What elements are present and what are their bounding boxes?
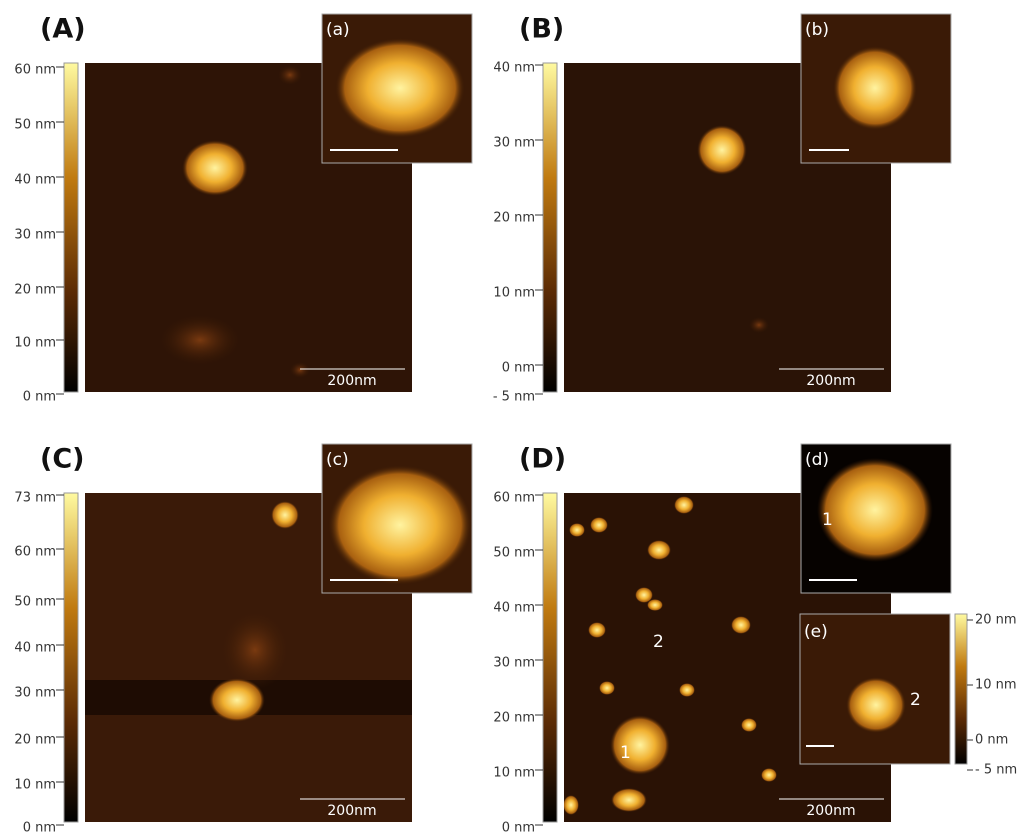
inset-image: [817, 458, 933, 562]
particle: [697, 125, 747, 175]
colorbar: [64, 63, 78, 392]
colorbar-tick-label: 50 nm: [14, 118, 56, 133]
colorbar-tick-label: 10 nm: [493, 286, 535, 301]
particle: [674, 496, 694, 514]
particle: [749, 317, 769, 333]
panel-label: (A): [40, 14, 86, 45]
particle: [563, 795, 579, 815]
particle: [220, 610, 290, 690]
particle-label: 1: [620, 743, 631, 763]
colorbar-tick-label: 20 nm: [493, 711, 535, 726]
scale-bar-label: 200nm: [806, 373, 855, 389]
particle: [611, 788, 647, 812]
scale-bar-label: 200nm: [327, 803, 376, 819]
particle: [160, 315, 240, 365]
particle: [761, 768, 777, 782]
colorbar-tick-label: 20 nm: [14, 283, 56, 298]
colorbar-tick-label: 50 nm: [14, 595, 56, 610]
inset-label: (c): [326, 450, 349, 470]
colorbar-tick-label: 10 nm: [14, 778, 56, 793]
colorbar-tick-label: 60 nm: [14, 545, 56, 560]
particle: [599, 681, 615, 695]
particle-label: 2: [653, 632, 664, 652]
colorbar: [955, 614, 967, 764]
particle: [335, 38, 465, 138]
particle: [647, 540, 671, 560]
figure: (A)60 nm50 nm40 nm30 nm20 nm10 nm0 nm200…: [0, 0, 1020, 836]
particle: [209, 678, 265, 722]
particle: [833, 46, 917, 130]
colorbar-tick-label: 30 nm: [493, 656, 535, 671]
particle: [731, 616, 751, 634]
panel-label: (B): [519, 14, 564, 45]
colorbar-tick-label: - 5 nm: [493, 390, 535, 405]
particle: [271, 501, 299, 529]
colorbar-tick-label: - 5 nm: [975, 763, 1017, 778]
colorbar-tick-label: 60 nm: [493, 491, 535, 506]
inset-label: (d): [805, 450, 829, 470]
colorbar-tick-label: 40 nm: [493, 61, 535, 76]
particle: [741, 718, 757, 732]
inset-label: (b): [805, 20, 829, 40]
particle: [569, 523, 585, 537]
colorbar-tick-label: 0 nm: [502, 361, 535, 376]
panel-label: (D): [519, 444, 566, 475]
colorbar: [64, 493, 78, 822]
particle: [679, 683, 695, 697]
particle: [846, 677, 906, 733]
inset-label: (a): [326, 20, 350, 40]
colorbar-tick-label: 30 nm: [493, 136, 535, 151]
particle: [610, 715, 670, 775]
colorbar-tick-label: 40 nm: [14, 173, 56, 188]
colorbar-tick-label: 30 nm: [14, 228, 56, 243]
colorbar: [543, 493, 557, 822]
colorbar-tick-label: 10 nm: [14, 336, 56, 351]
inset-particle-label: 1: [822, 510, 833, 530]
colorbar-tick-label: 40 nm: [493, 601, 535, 616]
scale-bar-label: 200nm: [806, 803, 855, 819]
colorbar-tick-label: 73 nm: [14, 491, 56, 506]
inset-image: [833, 46, 917, 130]
inset-e: (e) 2 20 nm 10 nm 0 nm - 5 nm: [800, 613, 1017, 778]
colorbar-tick-label: 10 nm: [975, 678, 1017, 693]
colorbar-tick-label: 30 nm: [14, 686, 56, 701]
colorbar-tick-label: 40 nm: [14, 641, 56, 656]
panel: (C) 73 nm 60 nm 50 nm 40 nm 30 nm 20 nm 10 nm 0 …: [14, 444, 472, 836]
colorbar-tick-label: 0 nm: [502, 821, 535, 836]
particle: [278, 65, 302, 85]
particle: [588, 622, 606, 638]
colorbar-tick-label: 20 nm: [14, 733, 56, 748]
colorbar-tick-label: 0 nm: [23, 390, 56, 405]
inset-image: [328, 465, 472, 585]
scale-bar-label: 200nm: [327, 373, 376, 389]
inset-label: (e): [804, 622, 828, 642]
inset-particle-label: 2: [910, 690, 921, 710]
colorbar-tick-label: 0 nm: [23, 821, 56, 836]
panel: (A) 60 nm 50 nm 40 nm 30 nm 20 nm 10 nm 0 nm 200…: [14, 14, 472, 405]
panel: (B) 40 nm 30 nm 20 nm 10 nm 0 nm - 5 nm 200nm (b…: [493, 14, 951, 405]
colorbar: [543, 63, 557, 392]
colorbar-tick-label: 20 nm: [493, 211, 535, 226]
colorbar-tick-label: 0 nm: [975, 733, 1008, 748]
particle: [182, 140, 248, 196]
particle: [290, 362, 310, 378]
particle: [817, 458, 933, 562]
colorbar-tick-label: 60 nm: [14, 63, 56, 78]
particle: [590, 517, 608, 533]
inset-image: [335, 38, 465, 138]
particle: [647, 599, 663, 611]
particle: [328, 465, 472, 585]
colorbar-tick-label: 10 nm: [493, 766, 535, 781]
colorbar-tick-label: 50 nm: [493, 546, 535, 561]
colorbar-tick-label: 20 nm: [975, 613, 1017, 628]
panel-label: (C): [40, 444, 85, 475]
